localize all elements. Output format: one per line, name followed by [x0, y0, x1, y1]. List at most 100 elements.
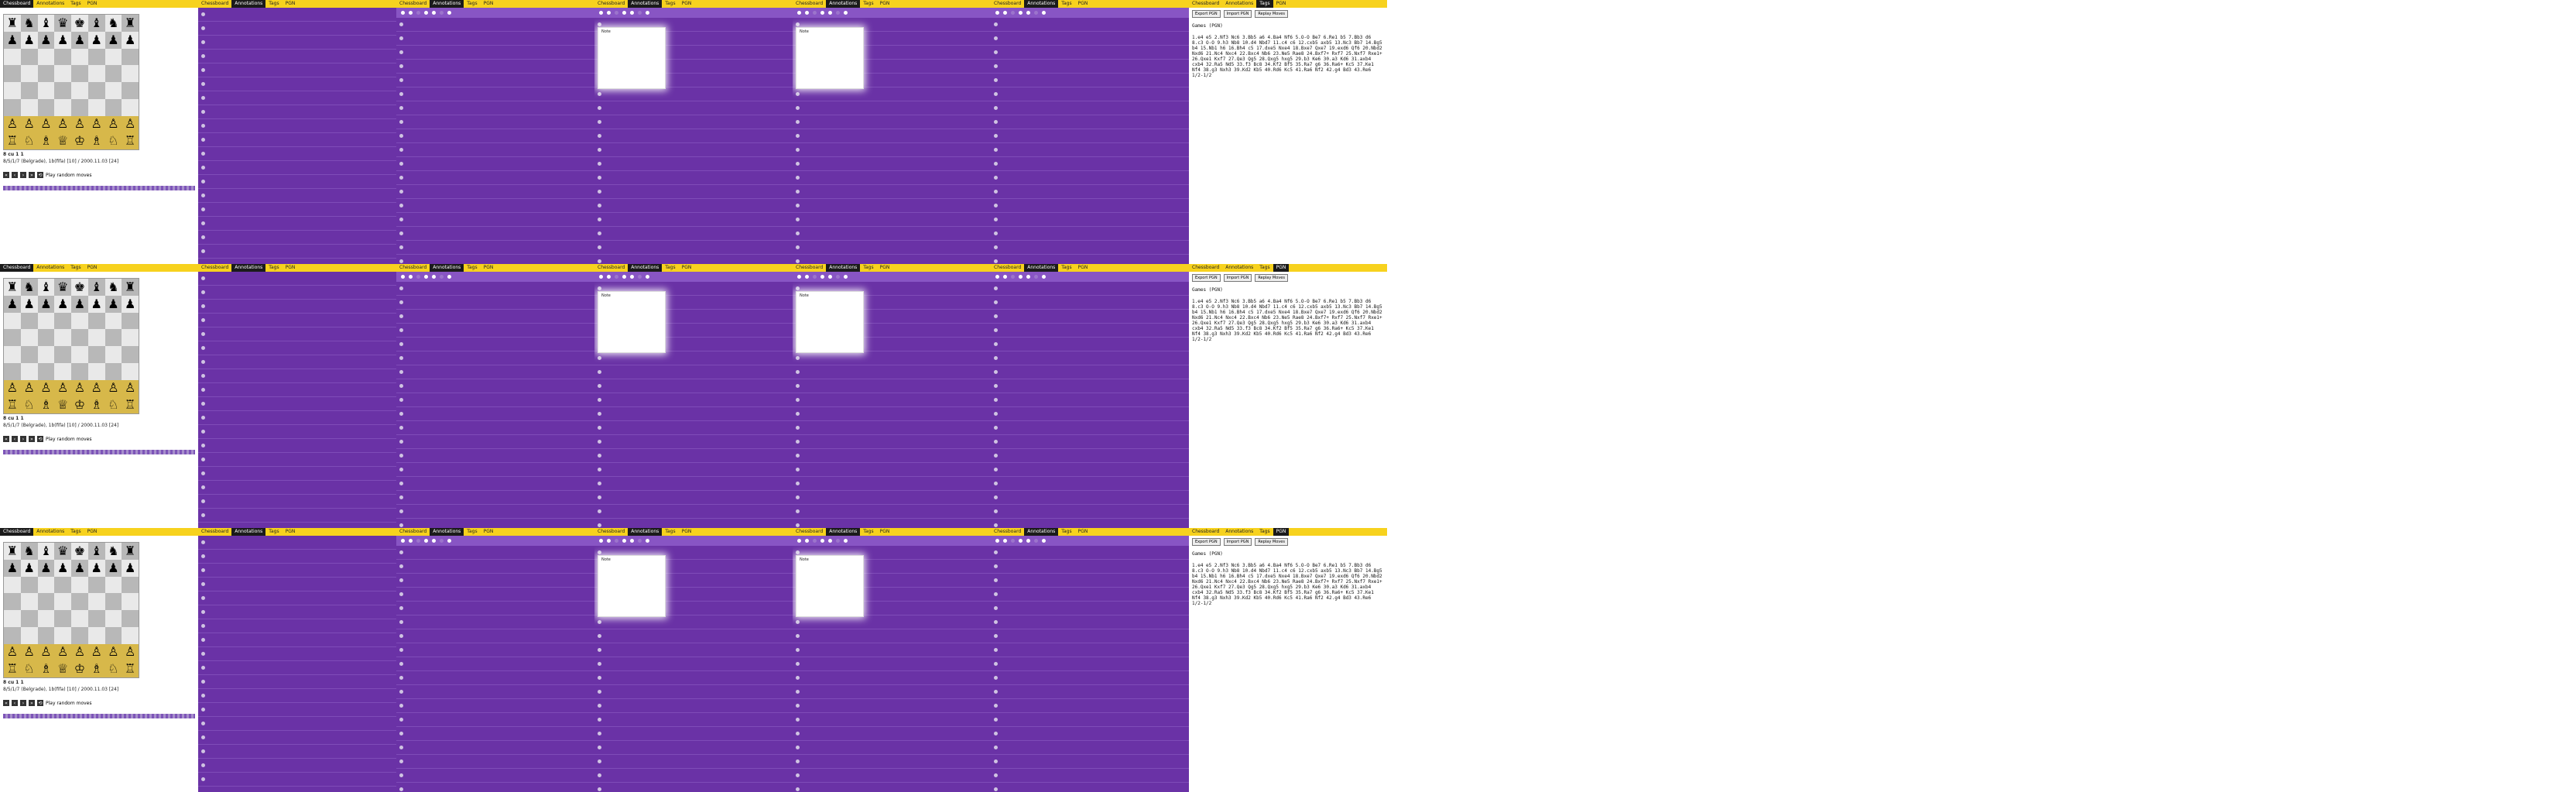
list-item[interactable] [991, 574, 1189, 588]
list-item[interactable] [991, 255, 1189, 264]
list-item[interactable] [793, 282, 991, 296]
square[interactable] [122, 593, 139, 610]
list-item[interactable] [793, 393, 991, 407]
square[interactable]: ♟ [4, 559, 21, 577]
list-item[interactable] [198, 314, 396, 327]
tab-annotations[interactable]: Annotations [1024, 0, 1059, 8]
list-item[interactable] [991, 685, 1189, 699]
square[interactable]: ♞ [104, 279, 122, 296]
square[interactable] [87, 593, 105, 610]
list-item[interactable] [594, 213, 793, 227]
pgn-action-button[interactable]: Export PGN [1192, 10, 1221, 18]
tool-icon[interactable] [1034, 539, 1038, 543]
list-item[interactable] [793, 351, 991, 365]
square[interactable] [4, 346, 21, 363]
square[interactable]: ♙ [54, 379, 71, 397]
square[interactable]: ♙ [4, 115, 21, 133]
list-item[interactable] [198, 231, 396, 245]
list-item[interactable] [991, 129, 1189, 143]
square[interactable]: ♗ [87, 660, 105, 677]
list-item[interactable] [396, 60, 594, 74]
tab-annotations[interactable]: Annotations [231, 528, 266, 536]
tab-chessboard[interactable]: Chessboard [0, 528, 34, 536]
list-item[interactable] [396, 407, 594, 421]
list-item[interactable] [594, 519, 793, 528]
list-item[interactable] [396, 213, 594, 227]
square[interactable] [71, 82, 88, 99]
square[interactable]: ♟ [37, 559, 55, 577]
list-item[interactable] [198, 217, 396, 231]
list-item[interactable] [594, 755, 793, 769]
move-progress-bar[interactable] [3, 450, 195, 454]
list-item[interactable] [793, 185, 991, 199]
chessboard[interactable]: ♜ ♞ ♝ ♛ ♚ ♝ ♞ ♜ ♟ ♟ ♟ ♟ ♟ ♟ ♟ ♟ ♙ ♙ ♙ ♙ ♙ ♙ ♙ ♙ ♖ ♘ ♗ ♕ ♔ ♗ ♘ ♖ [3, 542, 139, 678]
tool-icon[interactable] [622, 11, 626, 15]
tool-icon[interactable] [805, 539, 809, 543]
tool-icon[interactable] [1003, 275, 1007, 279]
tool-icon[interactable] [622, 275, 626, 279]
square[interactable] [4, 593, 21, 610]
tool-icon[interactable] [797, 275, 801, 279]
square[interactable]: ♙ [37, 643, 55, 661]
square[interactable] [122, 626, 139, 644]
square[interactable]: ♟ [54, 31, 71, 49]
square[interactable] [54, 82, 71, 99]
list-item[interactable] [396, 477, 594, 491]
tool-icon[interactable] [828, 11, 832, 15]
square[interactable] [122, 329, 139, 346]
list-item[interactable] [396, 18, 594, 32]
list-item[interactable] [198, 605, 396, 619]
square[interactable]: ♟ [122, 295, 139, 313]
tool-icon[interactable] [416, 11, 420, 15]
tab-pgn[interactable]: PGN [87, 1, 98, 6]
tool-icon[interactable] [440, 11, 444, 15]
square[interactable] [104, 82, 122, 99]
list-item[interactable] [396, 143, 594, 157]
list-item[interactable] [396, 741, 594, 755]
list-item[interactable] [991, 449, 1189, 463]
list-item[interactable] [991, 560, 1189, 574]
square[interactable] [122, 610, 139, 627]
square[interactable]: ♗ [37, 660, 55, 677]
list-item[interactable] [793, 241, 991, 255]
list-item[interactable] [396, 546, 594, 560]
list-item[interactable] [396, 588, 594, 602]
list-item[interactable] [198, 355, 396, 369]
list-item[interactable] [396, 338, 594, 351]
list-item[interactable] [793, 157, 991, 171]
list-item[interactable] [198, 591, 396, 605]
list-item[interactable] [198, 550, 396, 564]
square[interactable] [87, 576, 105, 594]
tool-icon[interactable] [416, 275, 420, 279]
list-item[interactable] [198, 495, 396, 509]
tab-annotations[interactable]: Annotations [1225, 265, 1254, 270]
tab-pgn[interactable]: PGN [285, 529, 296, 534]
tab-chessboard[interactable]: Chessboard [201, 529, 229, 534]
square[interactable]: ♝ [87, 15, 105, 32]
square[interactable]: ♟ [87, 295, 105, 313]
square[interactable] [54, 626, 71, 644]
pgn-action-button[interactable]: Import PGN [1223, 538, 1252, 546]
square[interactable] [104, 576, 122, 594]
list-item[interactable] [396, 491, 594, 505]
square[interactable] [104, 593, 122, 610]
list-item[interactable] [793, 129, 991, 143]
tool-icon[interactable] [1003, 539, 1007, 543]
list-item[interactable] [991, 519, 1189, 528]
list-item[interactable] [198, 745, 396, 759]
list-item[interactable] [396, 310, 594, 324]
square[interactable] [71, 48, 88, 66]
list-item[interactable] [991, 310, 1189, 324]
list-item[interactable] [594, 87, 793, 101]
list-item[interactable] [594, 449, 793, 463]
list-item[interactable] [793, 671, 991, 685]
list-item[interactable] [198, 36, 396, 50]
tool-icon[interactable] [813, 539, 817, 543]
list-item[interactable] [198, 481, 396, 495]
square[interactable] [104, 98, 122, 116]
tab-annotations[interactable]: Annotations [1024, 264, 1059, 272]
list-item[interactable] [594, 157, 793, 171]
list-item[interactable] [793, 741, 991, 755]
tool-icon[interactable] [1042, 275, 1046, 279]
list-item[interactable] [793, 727, 991, 741]
